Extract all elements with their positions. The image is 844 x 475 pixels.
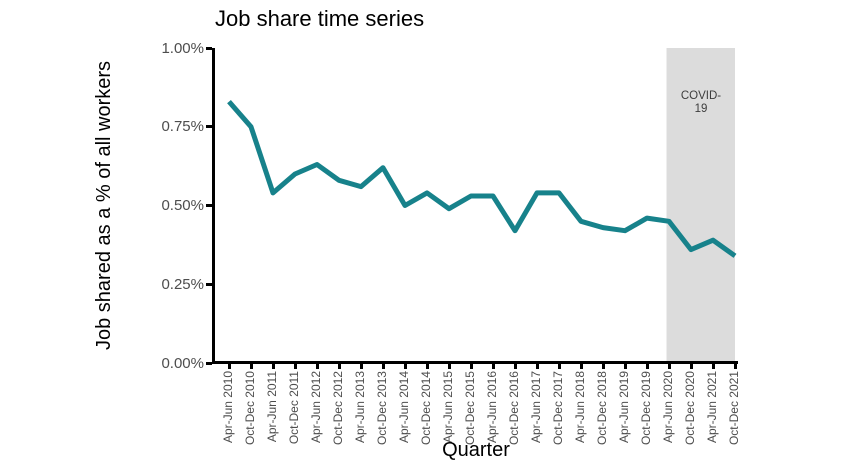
job-share-line [227,99,737,258]
x-tick-mark [293,364,297,369]
chart-title: Job share time series [215,6,425,31]
x-tick-label: Oct-Dec 2015 [463,371,477,446]
x-tick-mark [733,364,737,369]
x-tick-label: Oct-Dec 2014 [419,371,433,446]
x-tick-mark [645,364,649,369]
x-tick-mark [425,364,429,369]
x-tick-label: Apr-Jun 2020 [661,371,675,444]
x-tick-mark [315,364,319,369]
x-tick-label: Oct-Dec 2011 [287,371,301,445]
x-tick-label: Apr-Jun 2014 [397,371,411,444]
x-tick-label: Apr-Jun 2021 [705,371,719,444]
x-tick-label: Oct-Dec 2016 [507,371,521,446]
plot-area [227,48,737,363]
x-tick-mark [381,364,385,369]
x-tick-mark [227,364,231,369]
y-tick-mark [206,282,212,286]
x-tick-mark [359,364,363,369]
y-tick-mark [206,125,212,129]
x-tick-mark [469,364,473,369]
x-tick-label: Oct-Dec 2018 [595,371,609,446]
y-tick-label: 0.00% [161,354,204,372]
covid-annotation-line2: 19 [694,103,708,115]
x-tick-mark [689,364,693,369]
y-tick-label: 0.50% [161,197,204,214]
x-tick-label: Apr-Jun 2016 [485,371,499,444]
x-tick-mark [403,364,407,369]
x-tick-mark [513,364,517,369]
x-tick-mark [711,364,715,369]
x-tick-mark [447,364,451,369]
covid-shaded-region [666,48,735,363]
x-tick-mark [579,364,583,369]
y-tick-mark [206,361,212,365]
y-tick-label: 1.00% [161,39,204,57]
x-tick-label: Oct-Dec 2019 [639,371,653,446]
x-tick-label: Apr-Jun 2017 [529,371,543,444]
y-tick-label: 0.75% [161,118,204,136]
x-tick-label: Apr-Jun 2015 [441,371,455,444]
y-tick-label: 0.25% [161,275,204,293]
x-axis-line [212,361,738,364]
y-axis-line [212,48,215,364]
x-tick-label: Oct-Dec 2013 [375,371,389,446]
x-tick-label: Apr-Jun 2018 [573,371,587,444]
x-tick-label: Apr-Jun 2011 [265,371,279,443]
covid-annotation: COVID- 19 [667,90,735,116]
x-tick-mark [249,364,253,369]
x-tick-mark [271,364,275,369]
x-tick-mark [623,364,627,369]
x-tick-label: Apr-Jun 2010 [221,371,235,444]
x-axis-title: Quarter [442,439,510,461]
x-tick-mark [557,364,561,369]
x-tick-label: Oct-Dec 2020 [683,371,697,446]
covid-annotation-line1: COVID- [680,90,722,102]
x-tick-label: Oct-Dec 2021 [727,371,741,446]
x-tick-mark [667,364,671,369]
x-tick-label: Apr-Jun 2012 [309,371,323,444]
x-tick-label: Oct-Dec 2012 [331,371,345,446]
y-axis-title: Job shared as a % of all workers [93,60,115,351]
y-tick-mark [206,46,212,50]
x-tick-label: Oct-Dec 2017 [551,371,565,446]
x-tick-mark [535,364,539,369]
x-tick-mark [601,364,605,369]
x-tick-label: Apr-Jun 2019 [617,371,631,444]
x-tick-label: Oct-Dec 2010 [243,371,257,446]
x-tick-label: Apr-Jun 2013 [353,371,367,444]
y-tick-mark [206,204,212,207]
x-tick-mark [491,364,495,369]
x-tick-mark [337,364,341,369]
